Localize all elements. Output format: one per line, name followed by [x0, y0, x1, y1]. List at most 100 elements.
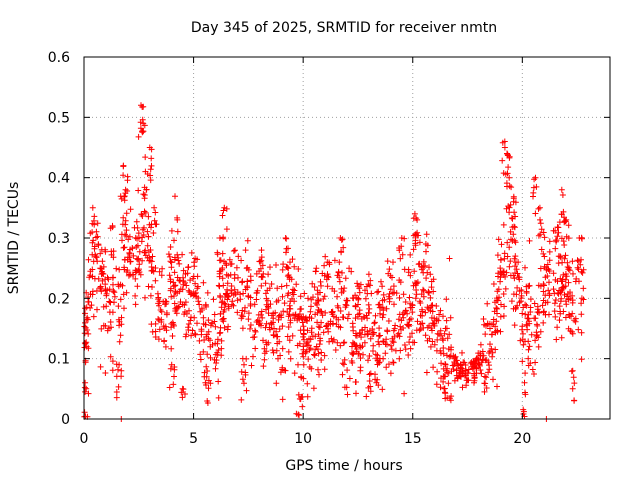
data-point [86, 274, 93, 281]
data-point [578, 356, 585, 363]
data-point [93, 234, 99, 241]
data-point [136, 261, 143, 268]
data-point [377, 310, 383, 317]
data-point [414, 318, 421, 325]
data-point [239, 313, 246, 320]
data-point [569, 328, 575, 335]
data-point [305, 295, 311, 302]
data-point [309, 280, 316, 287]
data-point [413, 280, 420, 287]
data-point [412, 231, 419, 238]
data-point [241, 308, 248, 315]
data-point [234, 297, 241, 304]
data-point [258, 273, 265, 280]
data-point [571, 397, 578, 404]
data-point [297, 327, 304, 334]
y-tick-label: 0 [61, 412, 70, 428]
data-point [252, 328, 259, 335]
y-tick-label: 0.6 [48, 50, 70, 66]
data-point [501, 303, 508, 310]
data-point [213, 360, 220, 366]
data-point [440, 378, 447, 385]
data-point [558, 186, 565, 193]
data-point [140, 232, 147, 238]
data-point [350, 350, 357, 357]
data-point [139, 129, 146, 136]
data-point [283, 235, 290, 242]
data-point [184, 270, 191, 277]
data-point [540, 281, 547, 288]
data-point [546, 248, 553, 255]
data-point [244, 264, 251, 271]
data-point [483, 385, 490, 391]
data-point [362, 287, 368, 294]
data-point [196, 301, 203, 308]
data-point [443, 317, 450, 324]
data-point [116, 266, 123, 273]
data-point [340, 288, 347, 295]
data-point [500, 291, 507, 297]
data-point [417, 300, 424, 306]
data-point [287, 317, 294, 324]
data-point [475, 350, 482, 357]
data-point [243, 387, 250, 394]
data-point [500, 170, 507, 177]
data-point [445, 380, 452, 387]
data-point [199, 307, 205, 313]
data-point [142, 154, 149, 161]
data-point [494, 305, 501, 312]
data-point [172, 193, 178, 200]
data-point [245, 293, 252, 300]
data-point [407, 251, 414, 258]
data-point [369, 326, 376, 332]
data-point [504, 183, 510, 190]
data-point [231, 286, 238, 293]
data-point [250, 353, 256, 360]
data-point [220, 207, 227, 214]
data-point [189, 327, 196, 334]
data-point [531, 371, 537, 377]
data-point [285, 272, 292, 278]
data-points [81, 102, 587, 422]
data-point [200, 348, 207, 355]
data-point [386, 298, 393, 305]
data-point [552, 297, 559, 303]
data-point [313, 343, 320, 350]
data-point [506, 154, 513, 161]
data-point [431, 341, 438, 348]
data-point [388, 346, 395, 353]
data-point [93, 254, 100, 261]
data-point [142, 209, 149, 216]
data-point [406, 294, 413, 301]
data-point [378, 278, 384, 285]
data-point [300, 313, 307, 320]
data-point [506, 244, 513, 251]
data-point [497, 313, 504, 320]
data-point [150, 268, 157, 275]
data-point [120, 244, 127, 251]
data-point [546, 279, 552, 286]
data-point [569, 385, 576, 392]
data-point [293, 410, 300, 417]
data-point [252, 345, 259, 352]
data-point [534, 303, 541, 310]
data-point [139, 104, 146, 110]
data-point [352, 302, 359, 309]
data-point [339, 360, 346, 367]
data-point [168, 293, 175, 300]
data-point [446, 331, 453, 338]
data-point [195, 298, 202, 305]
data-point [141, 192, 148, 198]
data-point [441, 330, 448, 337]
data-point [273, 328, 280, 335]
data-point [233, 264, 240, 271]
data-point [218, 337, 225, 344]
data-point [289, 295, 295, 302]
data-point [334, 293, 341, 300]
data-point [557, 289, 564, 296]
data-point [396, 247, 403, 254]
data-point [569, 292, 576, 299]
tick-marks [83, 56, 610, 420]
data-point [349, 324, 356, 330]
data-point [188, 314, 194, 321]
